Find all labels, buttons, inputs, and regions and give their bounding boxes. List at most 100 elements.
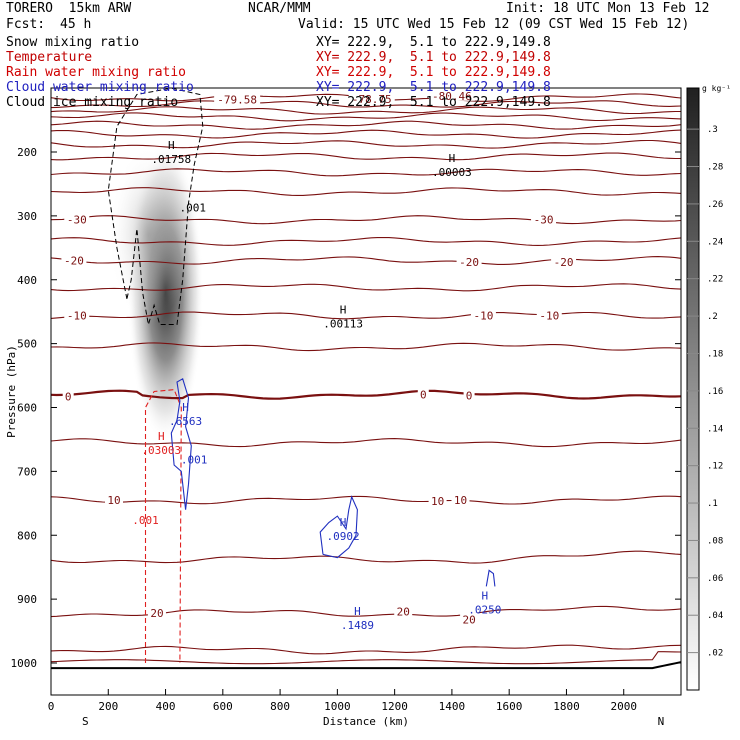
colorbar-tick-label: .16 [707,387,723,397]
isotherm-line [51,438,681,448]
isotherm-line [51,139,681,149]
model-title: TORERO 15km ARW [6,1,132,16]
init-time: Init: 18 UTC Mon 13 Feb 12 [506,1,710,16]
colorbar-tick-label: .08 [707,536,723,546]
isotherm-label: -78.75 [352,93,392,106]
maximum-value: .01758 [151,153,191,166]
isotherm-line [51,106,681,115]
x-axis-title: Distance (km) [323,715,409,728]
isotherm-label-bg [147,606,166,619]
legend-snow-label: Snow mixing ratio [6,35,140,50]
colorbar-tick-label: .06 [707,574,723,584]
isotherm-label-bg [105,493,123,506]
isotherm-label: 10 [454,494,467,507]
contour-label: .001 [180,201,207,214]
isotherm-line [51,283,681,292]
isotherm-line [51,342,681,352]
isotherm-label: -30 [67,214,87,227]
y-tick-label: 300 [17,210,37,223]
isotherm-label-bg [394,604,413,617]
colorbar-tick-label: .02 [707,649,723,659]
isotherm-label-bg [61,253,87,266]
legend-cloudwater-xy: XY= 222.9, 5.1 to 222.9,149.8 [316,80,551,95]
isotherm-label: -20 [64,255,84,268]
isotherm-label-bg [64,308,90,321]
isotherm-line [51,644,681,655]
y-tick-label: 600 [17,402,37,415]
colorbar-tick-label: .14 [707,424,723,434]
y-tick-label: 400 [17,274,37,287]
x-tick-label: 1400 [439,700,466,713]
colorbar-tick-label: .04 [707,611,723,621]
isotherm-label-bg [463,388,475,401]
y-tick-label: 700 [17,465,37,478]
isotherm-label: 20 [462,614,475,627]
isotherm-label-bg [348,91,395,104]
isotherm-label-bg [451,493,470,506]
isotherm-label-bg [62,389,74,402]
colorbar-unit: g kg⁻¹ [702,84,731,93]
y-tick-label: 900 [17,593,37,606]
cloud-water-contour [485,569,496,587]
colorbar-tick-label: .22 [707,275,723,285]
legend-cloudice-xy: XY= 222.9, 5.1 to 222.9,149.8 [316,95,551,110]
colorbar-tick-label: .1 [707,499,718,509]
maximum-value: .0902 [327,530,360,543]
org-label: NCAR/MMM [248,1,311,16]
isotherm-line [51,152,681,161]
maximum-h-label: H [182,401,189,414]
isotherm-line [51,187,681,196]
colorbar [686,87,700,691]
legend-cloudwater-label: Cloud water mixing ratio [6,80,194,95]
isotherm-line [51,168,681,177]
isotherm-label: -10 [473,310,493,323]
isotherm-line [51,129,681,139]
fcst-label: Fcst: [6,17,46,32]
cloud-water-contour [319,495,358,559]
isotherm-label: 10 [431,495,444,508]
y-tick-label: 800 [17,529,37,542]
isotherm-label: -10 [539,310,559,323]
x-tick-label: 1800 [553,700,580,713]
maximum-value: .00003 [432,166,472,179]
maximum-h-label: H [449,152,456,165]
fcst-value: 45 h [60,17,92,32]
maximum-value: .1489 [341,619,374,632]
isotherm-label: -10 [67,310,87,323]
colorbar-tick-label: .24 [707,237,723,247]
x-end-label-north: N [658,715,665,728]
snow-shading-outer [108,145,189,326]
y-tick-label: 500 [17,338,37,351]
isotherm-line [51,311,681,320]
maximum-h-label: H [158,430,165,443]
isotherm-line [51,120,681,130]
colorbar-tick-label: .18 [707,349,723,359]
legend-rain-label: Rain water mixing ratio [6,65,187,80]
valid-time: Valid: 15 UTC Wed 15 Feb 12 (09 CST Wed … [298,17,690,32]
legend-temp-xy: XY= 222.9, 5.1 to 222.9,149.8 [316,50,551,65]
isotherm-label: -20 [554,256,574,269]
isotherm-label-bg [456,254,482,267]
x-tick-label: 600 [213,700,233,713]
isotherm-label-bg [531,212,557,225]
colorbar-tick-label: .26 [707,200,723,210]
y-tick-label: 200 [17,146,37,159]
isotherm-label: 20 [397,605,410,618]
isotherm-line [51,550,681,564]
terrain-line [51,661,681,670]
isotherm-line [51,215,681,225]
isotherm-label-bg [536,308,562,321]
legend-cloudice-label: Cloud ice mixing ratio [6,95,179,110]
maximum-value: .6563 [169,415,202,428]
y-tick-label: 1000 [11,657,38,670]
isotherm-label: -20 [459,256,479,269]
x-tick-label: 400 [156,700,176,713]
isotherm-label-bg [460,612,479,625]
cloud-ice-contour [107,88,204,325]
isotherm-label-bg [428,88,475,101]
isotherm-line [51,100,681,109]
rain-contour [144,389,182,664]
legend-temp-label: Temperature [6,50,93,65]
isotherm-line [51,495,681,505]
